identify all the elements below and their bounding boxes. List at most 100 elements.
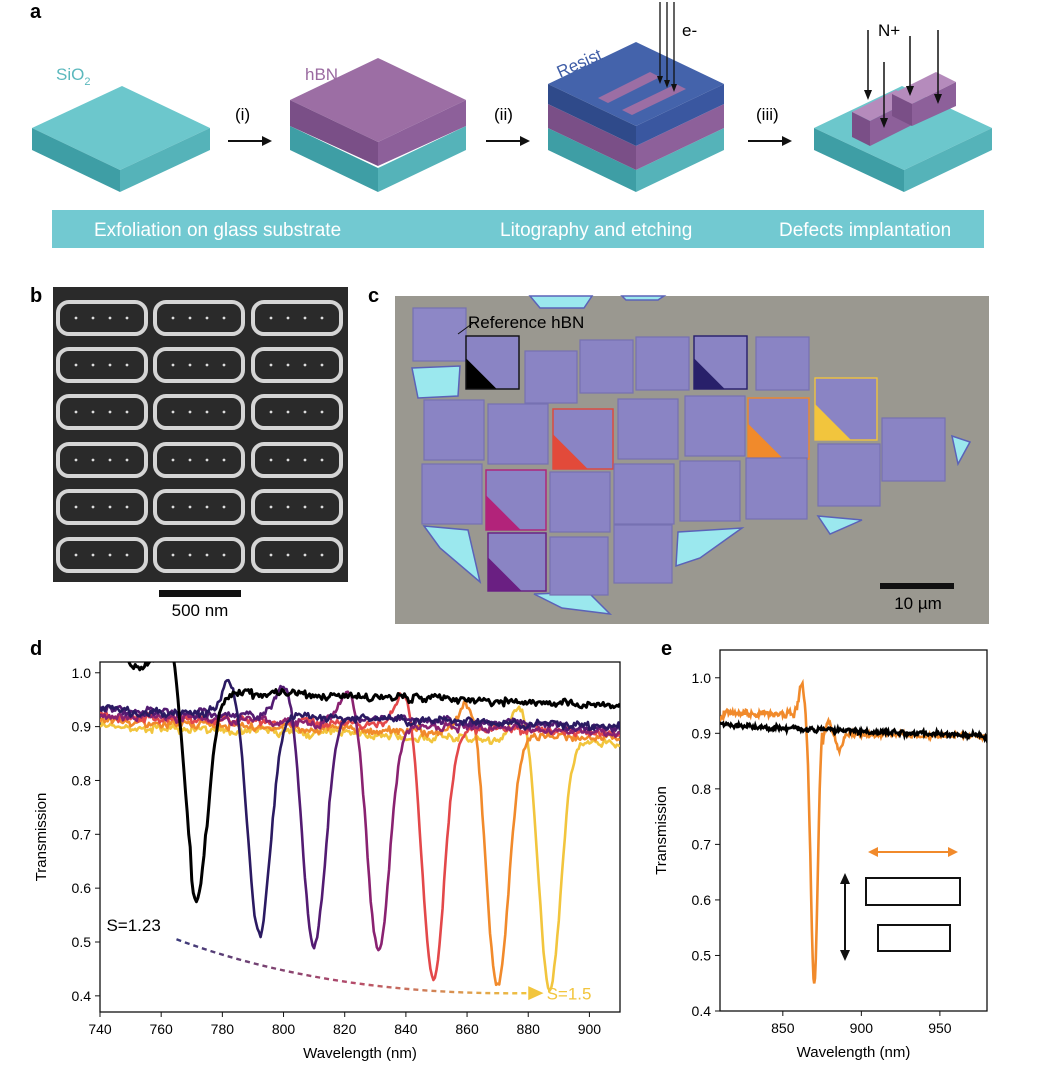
sem-defect-dot: [108, 553, 112, 557]
sem-defect-dot: [269, 553, 273, 557]
sem-ring: [251, 442, 343, 478]
y-tick-label: 0.6: [692, 892, 712, 908]
panel-label-a: a: [30, 1, 42, 23]
y-tick-label: 1.0: [692, 670, 712, 686]
sem-defect-dot: [74, 316, 78, 320]
sem-defect-dot: [303, 553, 307, 557]
sem-ring: [251, 537, 343, 573]
sem-ring: [56, 537, 148, 573]
sem-defect-dot: [108, 410, 112, 414]
x-tick-label: 800: [272, 1021, 296, 1037]
reference-hbn-label: Reference hBN: [468, 313, 584, 332]
y-tick-label: 1.0: [72, 665, 92, 681]
sem-defect-dot: [91, 458, 95, 462]
sem-defect-dot: [91, 553, 95, 557]
sem-ring: [56, 394, 148, 430]
polarization-arrowhead-black: [840, 873, 850, 884]
chart-d: 740 760 780 800 820 840 860 880 900 0.4 0.5 0.6 0.7 0…: [33, 661, 621, 1062]
resonator-square: [817, 443, 881, 507]
resonator-marker: [694, 358, 725, 389]
sem-defect-dot: [74, 410, 78, 414]
y-tick-label: 0.5: [692, 947, 712, 963]
panel-label-e: e: [661, 638, 672, 660]
sem-defect-dot: [269, 316, 273, 320]
sem-ring: [153, 489, 245, 525]
sem-defect-dot: [320, 410, 324, 414]
sem-defect-dot: [286, 553, 290, 557]
sem-defect-dot: [91, 505, 95, 509]
sem-defect-dot: [125, 553, 129, 557]
resonator-marker: [466, 358, 497, 389]
sem-defect-dot: [222, 553, 226, 557]
y-axis-label: Transmission: [33, 793, 50, 882]
implanted-pillars-block: [814, 72, 992, 192]
annotation-start: S=1.23: [106, 916, 160, 935]
x-tick-label: 840: [394, 1021, 418, 1037]
sem-defect-dot: [303, 410, 307, 414]
electron-label: e-: [682, 21, 697, 40]
y-tick-label: 0.7: [72, 826, 92, 842]
stage-label-exfoliation: Exfoliation on glass substrate: [94, 220, 341, 241]
y-tick-label: 0.9: [72, 719, 92, 735]
resonator-marker: [486, 495, 521, 530]
stage-label-lithography: Litography and etching: [500, 220, 692, 241]
resonator-square: [613, 463, 675, 525]
sem-defect-dot: [171, 505, 175, 509]
sem-defect-dot: [171, 363, 175, 367]
y-tick-label: 0.4: [692, 1003, 712, 1019]
series-group: [100, 662, 620, 992]
sem-defect-dot: [286, 316, 290, 320]
resonator-square: [755, 336, 810, 391]
sem-defect-dot: [74, 458, 78, 462]
sem-ring: [153, 300, 245, 336]
resonator-schematic: [865, 877, 961, 906]
resist-stack-block: [548, 42, 724, 192]
sem-defect-dot: [108, 363, 112, 367]
x-tick-label: 950: [928, 1020, 952, 1036]
chart-e: 850 900 950 0.4 0.5 0.6 0.7 0.8 0.9 1.0 Wavelength…: [653, 649, 988, 1061]
scalebar-c: [880, 583, 954, 589]
sem-ring: [153, 537, 245, 573]
hbn-on-sio2-block: [290, 58, 466, 192]
series-line-7: [100, 705, 620, 992]
resonator-square: [579, 339, 634, 394]
resonator-highlight-frame: [487, 532, 547, 592]
sem-defect-dot: [74, 363, 78, 367]
trend-arrow: [176, 938, 529, 995]
sem-defect-dot: [188, 363, 192, 367]
x-tick-label: 850: [771, 1020, 795, 1036]
sem-defect-dot: [171, 458, 175, 462]
panel-label-b: b: [30, 285, 42, 307]
process-band: [52, 210, 984, 248]
sio2-substrate-block: [32, 86, 210, 192]
scalebar-b-label: 500 nm: [172, 601, 229, 620]
sem-defect-dot: [91, 363, 95, 367]
scalebar-c-label: 10 µm: [894, 594, 942, 613]
resonator-square: [684, 395, 746, 457]
resonator-square: [412, 307, 467, 362]
y-axis-label: Transmission: [653, 786, 670, 875]
x-tick-label: 760: [149, 1021, 173, 1037]
y-tick-label: 0.9: [692, 725, 712, 741]
sem-defect-dot: [303, 505, 307, 509]
y-tick-label: 0.7: [692, 836, 712, 852]
stage-label-implantation: Defects implantation: [779, 220, 951, 241]
hbn-flake-fragments: [411, 295, 972, 616]
polarization-arrowhead-black: [840, 950, 850, 961]
resonator-squares: [412, 307, 946, 596]
resonator-square: [524, 350, 578, 404]
resonator-highlight-frame: [552, 408, 614, 470]
sem-ring: [251, 394, 343, 430]
sem-ring: [153, 347, 245, 383]
y-tick-label: 0.4: [72, 988, 92, 1004]
sem-defect-dot: [171, 553, 175, 557]
plot-frame: [719, 649, 988, 1012]
ion-label: N+: [878, 21, 900, 40]
sio2-label: SiO2: [56, 65, 90, 88]
x-tick-label: 900: [850, 1020, 874, 1036]
x-tick-label: 820: [333, 1021, 357, 1037]
sem-defect-dot: [320, 553, 324, 557]
annotation-end: S=1.5: [547, 985, 592, 1004]
sem-defect-dot: [320, 316, 324, 320]
